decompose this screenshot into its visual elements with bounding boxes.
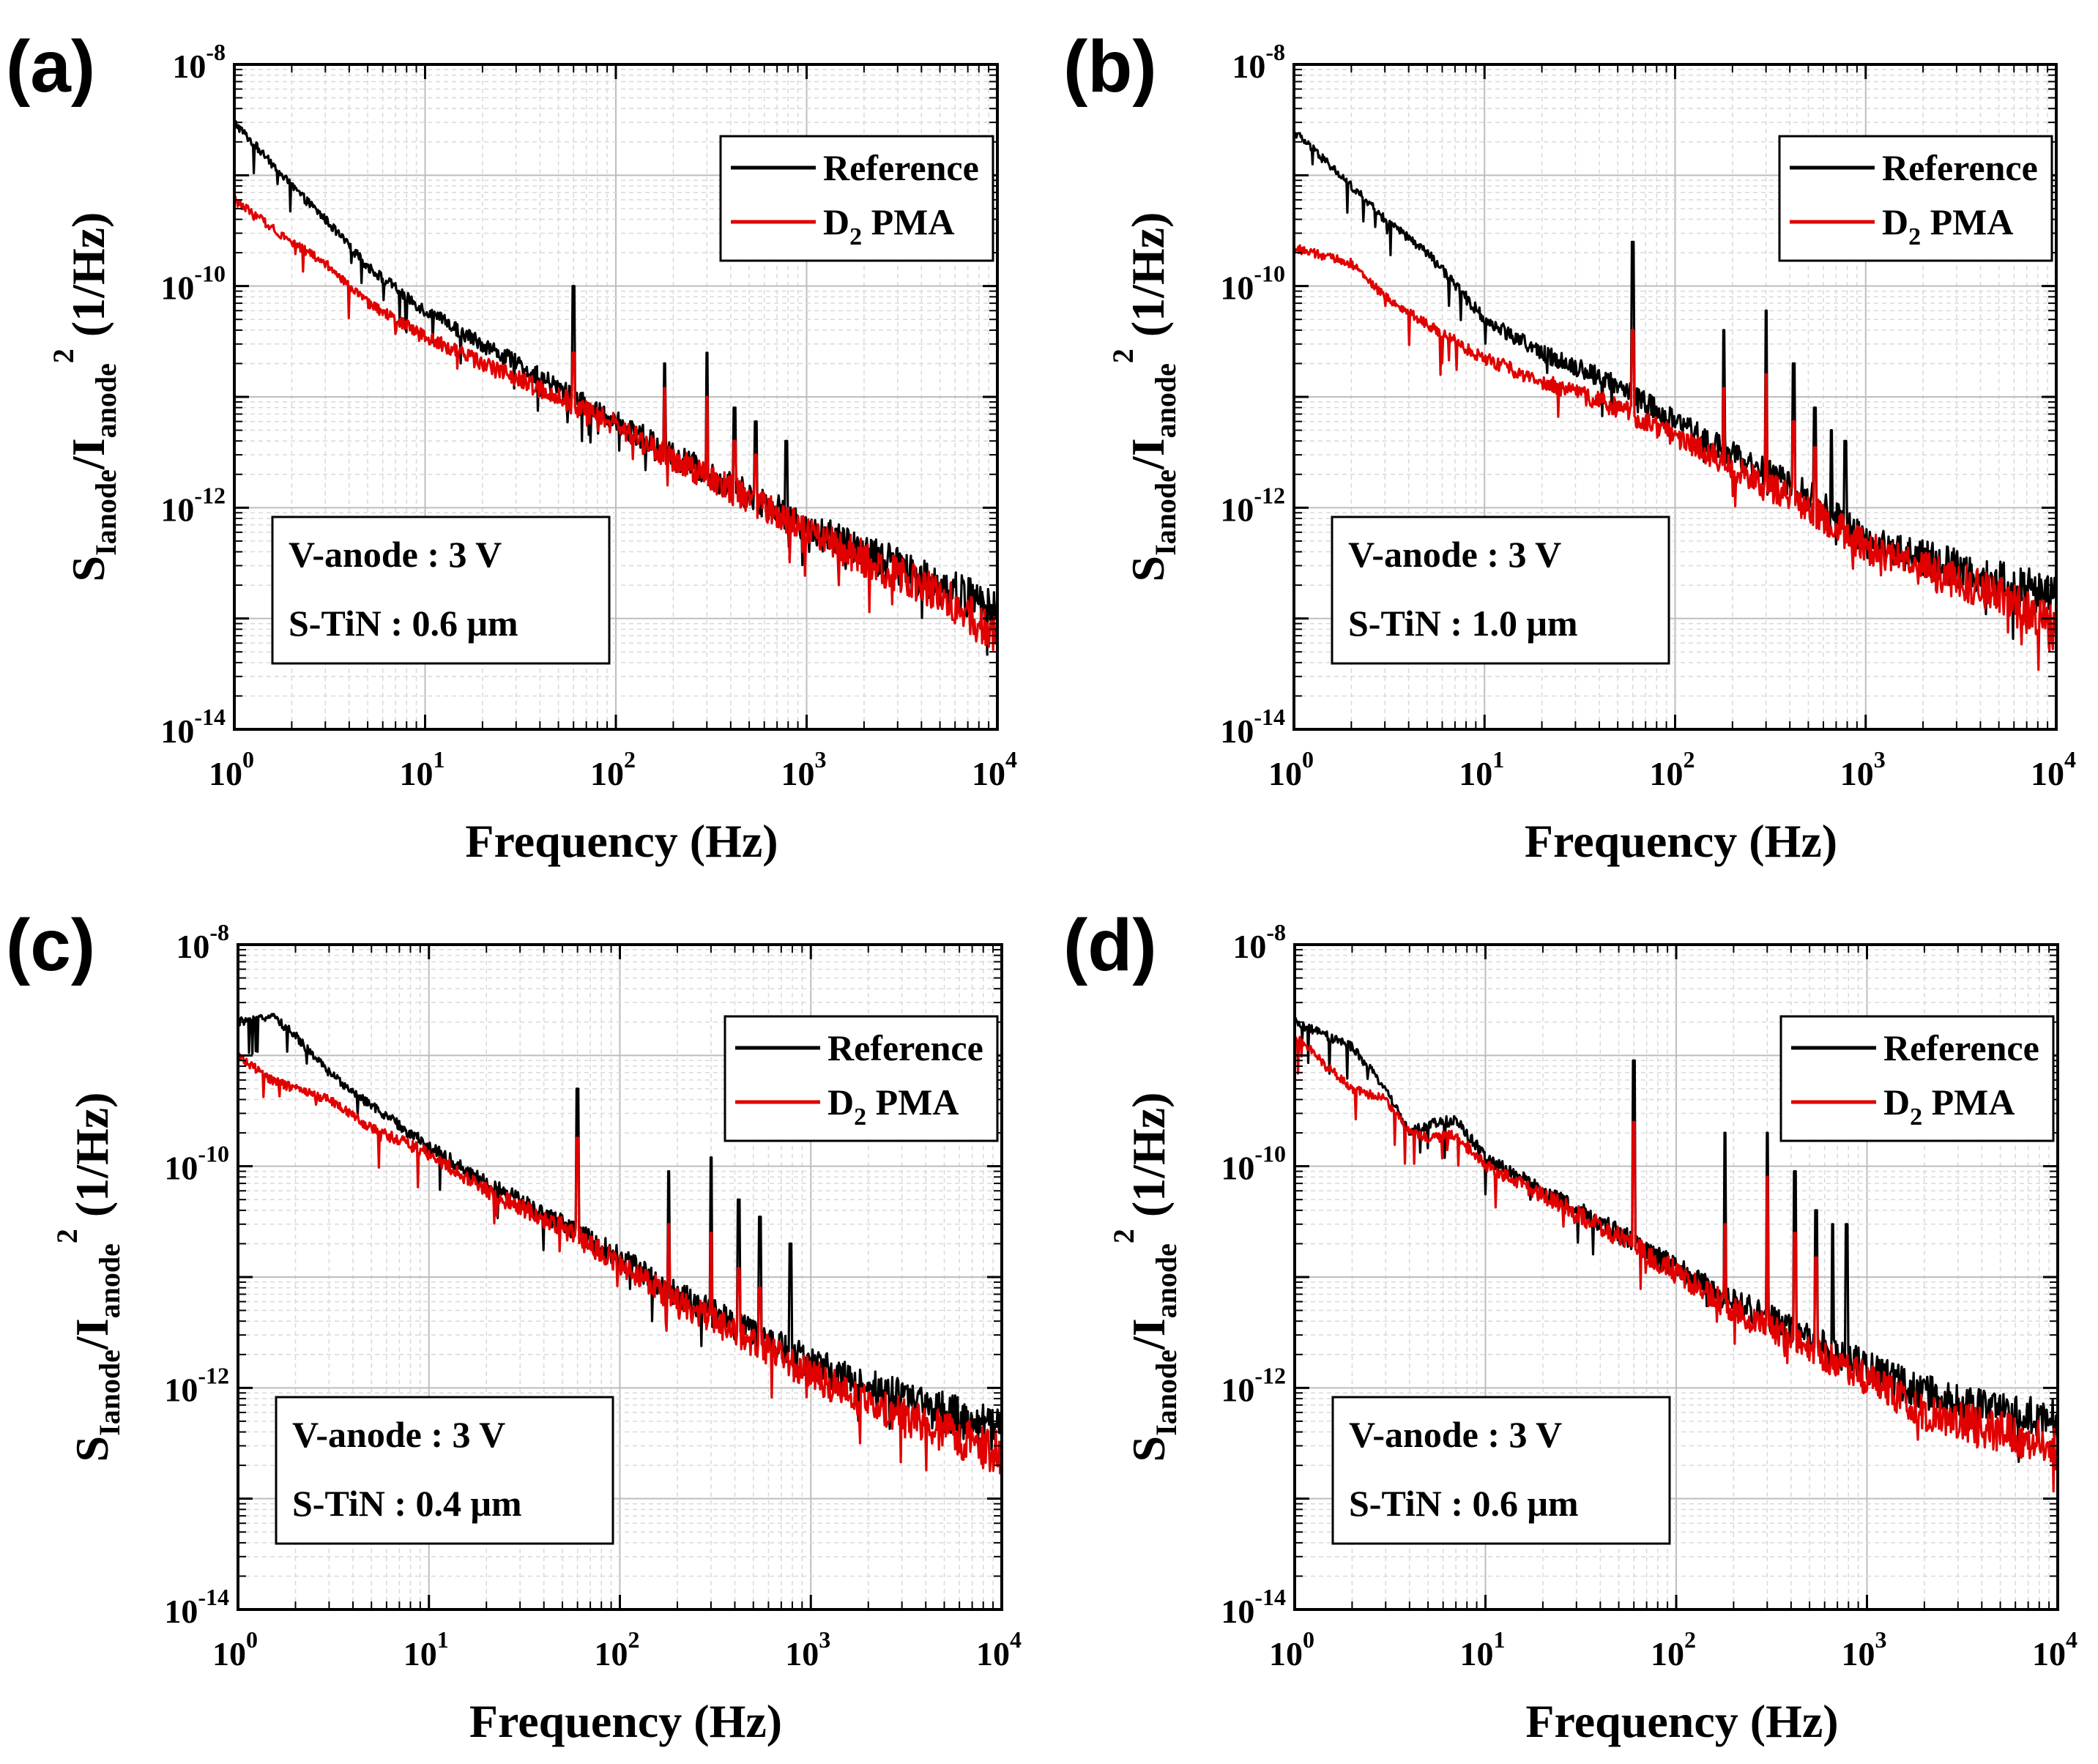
legend-label-reference: Reference bbox=[827, 1027, 983, 1068]
x-tick-label: 104 bbox=[2032, 1626, 2077, 1672]
annotation-voltage: V-anode : 3 V bbox=[292, 1414, 505, 1455]
x-tick-label: 100 bbox=[1269, 1626, 1314, 1672]
series-line-d2-pma bbox=[234, 195, 997, 651]
y-tick-label: 10-10 bbox=[160, 261, 226, 307]
x-axis-title: Frequency (Hz) bbox=[469, 1695, 782, 1747]
legend: Reference D2 PMA bbox=[1779, 1015, 2055, 1142]
x-tick-label: 102 bbox=[595, 1626, 640, 1672]
series-line-d2-pma bbox=[238, 1052, 1002, 1475]
chart-panel-4: (d) 100 101 102 103 104 10-8 10-10 10-12 10-14 Fre… bbox=[1063, 904, 2077, 1747]
y-tick-label: 10-8 bbox=[176, 919, 229, 965]
annotation-box: V-anode : 3 V S-TiN : 0.6 μm bbox=[271, 516, 611, 665]
y-tick-label: 10-10 bbox=[1220, 261, 1285, 307]
y-tick-label: 10-12 bbox=[1221, 1362, 1286, 1408]
series-line-d2-pma bbox=[1295, 1032, 2058, 1493]
annotation-frame bbox=[271, 516, 611, 665]
chart-panel-1: (a) 100 101 102 103 104 10-8 10-10 10-12 10-14 Fre… bbox=[6, 26, 1017, 867]
y-axis-title: SIanode/Ianode2 (1/Hz) bbox=[47, 212, 122, 582]
panel-label: (b) bbox=[1063, 26, 1157, 108]
x-tick-label: 102 bbox=[590, 746, 636, 792]
annotation-frame bbox=[1331, 516, 1670, 665]
y-axis-title: SIanode/Ianode2 (1/Hz) bbox=[1107, 1093, 1183, 1462]
x-tick-label: 100 bbox=[1268, 746, 1314, 792]
y-tick-label: 10-12 bbox=[160, 482, 226, 528]
legend-label-d2-pma: D2 PMA bbox=[827, 1082, 959, 1131]
x-tick-label: 103 bbox=[781, 746, 827, 792]
x-tick-label: 104 bbox=[972, 746, 1017, 792]
x-axis-title: Frequency (Hz) bbox=[465, 815, 778, 867]
panel-label: (a) bbox=[6, 26, 95, 108]
legend-label-d2-pma: D2 PMA bbox=[1883, 1082, 2015, 1131]
y-tick-label: 10-10 bbox=[164, 1141, 229, 1187]
x-tick-label: 104 bbox=[2031, 746, 2076, 792]
x-tick-label: 101 bbox=[1460, 1626, 1506, 1672]
x-axis-title: Frequency (Hz) bbox=[1525, 1695, 1838, 1747]
axis-ticks bbox=[233, 63, 999, 731]
x-tick-label: 100 bbox=[209, 746, 254, 792]
x-tick-label: 100 bbox=[212, 1626, 258, 1672]
legend-label-reference: Reference bbox=[823, 147, 979, 188]
y-tick-label: 10-14 bbox=[1220, 704, 1285, 750]
y-tick-label: 10-10 bbox=[1221, 1141, 1286, 1187]
panel-label: (c) bbox=[6, 904, 95, 986]
annotation-voltage: V-anode : 3 V bbox=[289, 534, 502, 575]
legend: Reference D2 PMA bbox=[719, 135, 994, 262]
legend-label-d2-pma: D2 PMA bbox=[823, 201, 954, 250]
annotation-thickness: S-TiN : 0.6 μm bbox=[1349, 1483, 1579, 1524]
x-tick-label: 103 bbox=[785, 1626, 830, 1672]
x-tick-label: 101 bbox=[1459, 746, 1504, 792]
axis-ticks bbox=[1292, 63, 2058, 731]
annotation-voltage: V-anode : 3 V bbox=[1349, 1414, 1562, 1455]
legend-box bbox=[723, 1015, 999, 1142]
annotation-thickness: S-TiN : 1.0 μm bbox=[1348, 603, 1578, 644]
y-tick-label: 10-14 bbox=[1221, 1584, 1286, 1630]
annotation-box: V-anode : 3 V S-TiN : 0.6 μm bbox=[1331, 1396, 1671, 1545]
annotation-frame bbox=[1331, 1396, 1671, 1545]
y-tick-label: 10-14 bbox=[160, 704, 226, 750]
y-tick-label: 10-14 bbox=[164, 1584, 229, 1630]
x-axis-title: Frequency (Hz) bbox=[1525, 815, 1837, 867]
annotation-box: V-anode : 3 V S-TiN : 1.0 μm bbox=[1331, 516, 1670, 665]
x-tick-label: 102 bbox=[1651, 1626, 1696, 1672]
panel-label: (d) bbox=[1063, 904, 1157, 986]
y-tick-label: 10-12 bbox=[1220, 482, 1285, 528]
y-tick-label: 10-12 bbox=[164, 1362, 229, 1408]
series-line-d2-pma bbox=[1294, 244, 2056, 671]
y-axis-title: SIanode/Ianode2 (1/Hz) bbox=[51, 1093, 126, 1462]
x-tick-label: 104 bbox=[976, 1626, 1022, 1672]
x-tick-label: 101 bbox=[400, 746, 445, 792]
x-tick-label: 101 bbox=[403, 1626, 449, 1672]
x-tick-label: 103 bbox=[1842, 1626, 1887, 1672]
x-tick-label: 102 bbox=[1650, 746, 1695, 792]
legend-box bbox=[1778, 135, 2053, 262]
legend-box bbox=[1779, 1015, 2055, 1142]
x-tick-label: 103 bbox=[1840, 746, 1886, 792]
legend: Reference D2 PMA bbox=[723, 1015, 999, 1142]
legend-box bbox=[719, 135, 994, 262]
chart-panel-3: (c) 100 101 102 103 104 10-8 10-10 10-12 10-14 Fre… bbox=[6, 904, 1022, 1747]
y-tick-label: 10-8 bbox=[1232, 39, 1285, 85]
legend-label-reference: Reference bbox=[1883, 1027, 2039, 1068]
grid bbox=[1295, 945, 2058, 1609]
y-tick-label: 10-8 bbox=[1232, 919, 1286, 965]
annotation-box: V-anode : 3 V S-TiN : 0.4 μm bbox=[275, 1396, 614, 1545]
annotation-thickness: S-TiN : 0.6 μm bbox=[289, 603, 518, 644]
y-axis-title: SIanode/Ianode2 (1/Hz) bbox=[1106, 212, 1182, 582]
legend-label-d2-pma: D2 PMA bbox=[1882, 201, 2013, 250]
y-tick-label: 10-8 bbox=[172, 39, 226, 85]
axis-ticks bbox=[1293, 943, 2059, 1611]
annotation-voltage: V-anode : 3 V bbox=[1348, 534, 1561, 575]
annotation-frame bbox=[275, 1396, 614, 1545]
annotation-thickness: S-TiN : 0.4 μm bbox=[292, 1483, 522, 1524]
legend: Reference D2 PMA bbox=[1778, 135, 2053, 262]
chart-panel-2: (b) 100 101 102 103 104 10-8 10-10 10-12 10-14 Fre… bbox=[1063, 26, 2076, 867]
legend-label-reference: Reference bbox=[1882, 147, 2038, 188]
